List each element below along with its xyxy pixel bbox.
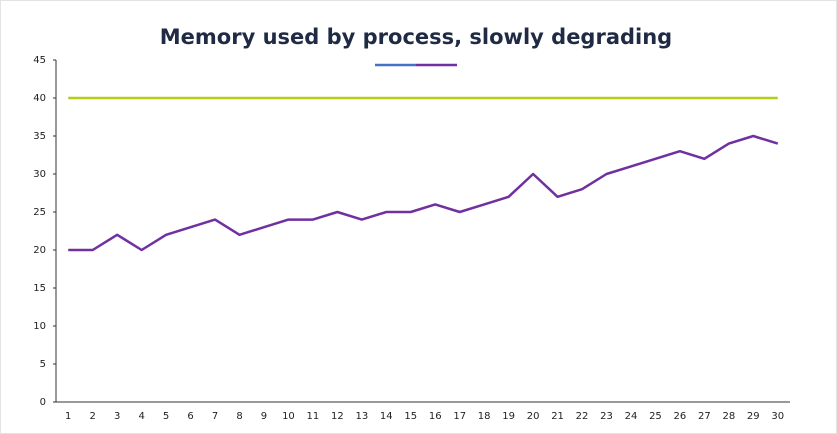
x-tick-label: 23 bbox=[600, 411, 613, 422]
x-tick-label: 20 bbox=[527, 411, 540, 422]
x-tick-label: 3 bbox=[114, 411, 120, 422]
x-tick-label: 5 bbox=[163, 411, 169, 422]
y-tick-label: 0 bbox=[40, 397, 46, 408]
x-tick-label: 21 bbox=[551, 411, 564, 422]
x-tick-label: 24 bbox=[625, 411, 638, 422]
x-tick-label: 28 bbox=[722, 411, 735, 422]
x-tick-label: 16 bbox=[429, 411, 442, 422]
x-tick-label: 29 bbox=[747, 411, 760, 422]
x-tick-label: 18 bbox=[478, 411, 491, 422]
x-tick-label: 4 bbox=[138, 411, 144, 422]
x-tick-label: 25 bbox=[649, 411, 662, 422]
x-tick-label: 30 bbox=[771, 411, 784, 422]
y-tick-label: 10 bbox=[33, 321, 46, 332]
y-tick-label: 30 bbox=[33, 169, 46, 180]
y-tick-label: 20 bbox=[33, 245, 46, 256]
x-tick-label: 12 bbox=[331, 411, 344, 422]
y-tick-label: 45 bbox=[33, 55, 46, 66]
x-tick-label: 13 bbox=[355, 411, 368, 422]
x-tick-label: 2 bbox=[90, 411, 96, 422]
x-tick-label: 17 bbox=[453, 411, 466, 422]
x-tick-label: 27 bbox=[698, 411, 711, 422]
y-tick-label: 25 bbox=[33, 207, 46, 218]
y-tick-label: 15 bbox=[33, 283, 46, 294]
x-tick-label: 8 bbox=[236, 411, 242, 422]
x-tick-label: 11 bbox=[307, 411, 320, 422]
chart-title: Memory used by process, slowly degrading bbox=[160, 25, 672, 49]
x-tick-label: 15 bbox=[404, 411, 417, 422]
series-line bbox=[68, 134, 779, 252]
x-tick-label: 14 bbox=[380, 411, 393, 422]
y-tick-label: 40 bbox=[33, 93, 46, 104]
x-tick-label: 10 bbox=[282, 411, 295, 422]
x-tick-label: 22 bbox=[576, 411, 589, 422]
x-tick-label: 6 bbox=[187, 411, 193, 422]
y-tick-label: 35 bbox=[33, 131, 46, 142]
x-tick-label: 26 bbox=[674, 411, 687, 422]
x-tick-label: 9 bbox=[261, 411, 267, 422]
x-tick-label: 1 bbox=[65, 411, 71, 422]
x-tick-label: 19 bbox=[502, 411, 515, 422]
y-tick-label: 5 bbox=[40, 359, 46, 370]
x-tick-label: 7 bbox=[212, 411, 218, 422]
